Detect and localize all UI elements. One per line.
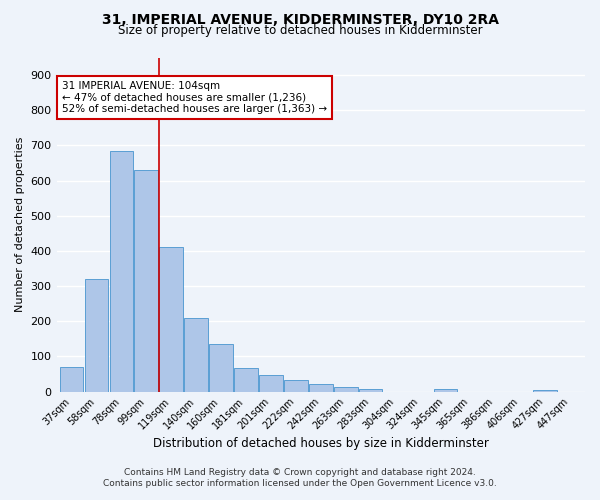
Y-axis label: Number of detached properties: Number of detached properties — [15, 137, 25, 312]
Text: Size of property relative to detached houses in Kidderminster: Size of property relative to detached ho… — [118, 24, 482, 37]
Bar — [184, 318, 208, 392]
Bar — [334, 388, 358, 392]
Bar — [434, 389, 457, 392]
Bar — [533, 390, 557, 392]
Bar — [209, 344, 233, 392]
Bar — [85, 279, 108, 392]
Text: 31, IMPERIAL AVENUE, KIDDERMINSTER, DY10 2RA: 31, IMPERIAL AVENUE, KIDDERMINSTER, DY10… — [101, 12, 499, 26]
Bar — [110, 150, 133, 392]
Bar — [134, 170, 158, 392]
Bar — [284, 380, 308, 392]
Bar — [160, 248, 183, 392]
Bar — [309, 384, 332, 392]
Bar — [59, 367, 83, 392]
Text: 31 IMPERIAL AVENUE: 104sqm
← 47% of detached houses are smaller (1,236)
52% of s: 31 IMPERIAL AVENUE: 104sqm ← 47% of deta… — [62, 81, 327, 114]
Bar — [359, 390, 382, 392]
Bar — [234, 368, 258, 392]
Bar — [259, 374, 283, 392]
X-axis label: Distribution of detached houses by size in Kidderminster: Distribution of detached houses by size … — [153, 437, 489, 450]
Text: Contains HM Land Registry data © Crown copyright and database right 2024.
Contai: Contains HM Land Registry data © Crown c… — [103, 468, 497, 487]
